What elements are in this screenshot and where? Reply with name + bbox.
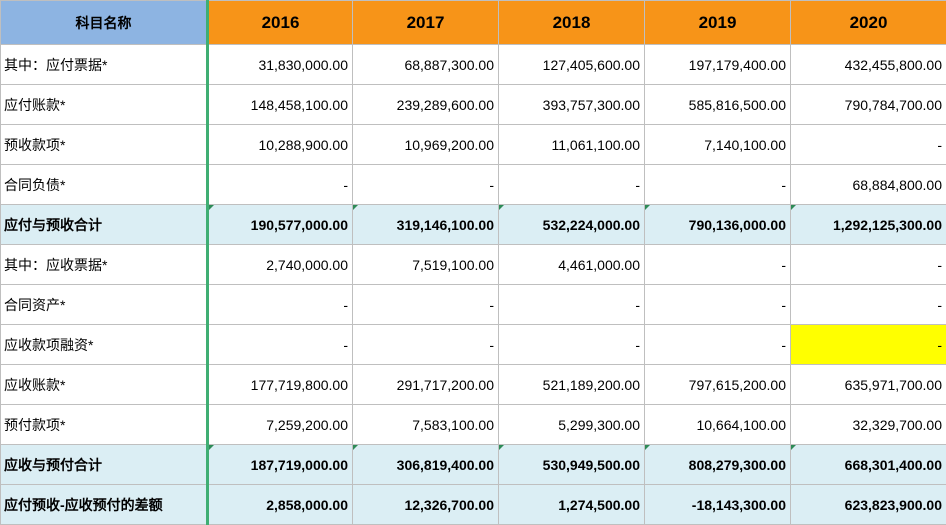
header-year-2018[interactable]: 2018: [498, 0, 645, 45]
header-year-2017[interactable]: 2017: [352, 0, 499, 45]
cell-value-2020[interactable]: -: [790, 324, 946, 365]
cell-value-2020[interactable]: 432,455,800.00: [790, 44, 946, 85]
cell-value-2018[interactable]: 393,757,300.00: [498, 84, 645, 125]
cell-value-2019[interactable]: -: [644, 324, 791, 365]
cell-value-2017[interactable]: 12,326,700.00: [352, 484, 499, 525]
table-row: 应收款项融资* - - - - -: [0, 324, 946, 365]
table-row: 应付预收-应收预付的差额 2,858,000.00 12,326,700.00 1,2…: [0, 484, 946, 525]
cell-value-2017[interactable]: 68,887,300.00: [352, 44, 499, 85]
cell-value-2019[interactable]: -18,143,300.00: [644, 484, 791, 525]
row-label[interactable]: 合同负债*: [0, 164, 209, 205]
cell-value-2019[interactable]: 7,140,100.00: [644, 124, 791, 165]
cell-value-2018[interactable]: 530,949,500.00: [498, 444, 645, 485]
row-label[interactable]: 应收账款*: [0, 364, 209, 405]
cell-value-2016[interactable]: 187,719,000.00: [207, 444, 353, 485]
cell-value-2019[interactable]: 797,615,200.00: [644, 364, 791, 405]
row-label[interactable]: 其中：应收票据*: [0, 244, 209, 285]
cell-value-2018[interactable]: -: [498, 324, 645, 365]
cell-value-2017[interactable]: 291,717,200.00: [352, 364, 499, 405]
table-body: 其中：应付票据* 31,830,000.00 68,887,300.00 127,40…: [0, 44, 946, 525]
table-row: 其中：应收票据* 2,740,000.00 7,519,100.00 4,461,00…: [0, 244, 946, 285]
row-label[interactable]: 其中：应付票据*: [0, 44, 209, 85]
cell-value-2020[interactable]: 1,292,125,300.00: [790, 204, 946, 245]
cell-value-2018[interactable]: 11,061,100.00: [498, 124, 645, 165]
cell-value-2020[interactable]: 32,329,700.00: [790, 404, 946, 445]
cell-value-2016[interactable]: 190,577,000.00: [207, 204, 353, 245]
header-row: 科目名称 2016 2017 2018 2019 2020: [0, 0, 946, 45]
cell-value-2019[interactable]: 790,136,000.00: [644, 204, 791, 245]
cell-value-2019[interactable]: -: [644, 284, 791, 325]
cell-value-2019[interactable]: 197,179,400.00: [644, 44, 791, 85]
row-label[interactable]: 合同资产*: [0, 284, 209, 325]
cell-value-2019[interactable]: 808,279,300.00: [644, 444, 791, 485]
cell-value-2016[interactable]: 2,858,000.00: [207, 484, 353, 525]
header-year-2019[interactable]: 2019: [644, 0, 791, 45]
table-row: 应付账款* 148,458,100.00 239,289,600.00 393,757…: [0, 84, 946, 125]
cell-value-2020[interactable]: -: [790, 124, 946, 165]
cell-value-2017[interactable]: 7,583,100.00: [352, 404, 499, 445]
row-label[interactable]: 应付预收-应收预付的差额: [0, 484, 209, 525]
table-row: 应收账款* 177,719,800.00 291,717,200.00 521,189…: [0, 364, 946, 405]
cell-value-2016[interactable]: 31,830,000.00: [207, 44, 353, 85]
table-row: 合同资产* - - - - -: [0, 284, 946, 325]
table-header: 科目名称 2016 2017 2018 2019 2020: [0, 0, 946, 45]
cell-value-2016[interactable]: 10,288,900.00: [207, 124, 353, 165]
cell-value-2018[interactable]: -: [498, 164, 645, 205]
cell-value-2020[interactable]: -: [790, 284, 946, 325]
cell-value-2017[interactable]: -: [352, 284, 499, 325]
cell-value-2017[interactable]: 239,289,600.00: [352, 84, 499, 125]
cell-value-2018[interactable]: 5,299,300.00: [498, 404, 645, 445]
cell-value-2018[interactable]: -: [498, 284, 645, 325]
cell-value-2017[interactable]: -: [352, 164, 499, 205]
header-year-2016[interactable]: 2016: [207, 0, 353, 45]
cell-value-2020[interactable]: -: [790, 244, 946, 285]
cell-value-2020[interactable]: 668,301,400.00: [790, 444, 946, 485]
cell-value-2017[interactable]: 319,146,100.00: [352, 204, 499, 245]
header-year-2020[interactable]: 2020: [790, 0, 946, 45]
row-label[interactable]: 应收款项融资*: [0, 324, 209, 365]
cell-value-2018[interactable]: 521,189,200.00: [498, 364, 645, 405]
cell-value-2017[interactable]: 306,819,400.00: [352, 444, 499, 485]
cell-value-2019[interactable]: 585,816,500.00: [644, 84, 791, 125]
table-row: 应付与预收合计 190,577,000.00 319,146,100.00 532,2…: [0, 204, 946, 245]
cell-value-2017[interactable]: 7,519,100.00: [352, 244, 499, 285]
cell-value-2016[interactable]: -: [207, 164, 353, 205]
cell-value-2018[interactable]: 1,274,500.00: [498, 484, 645, 525]
cell-value-2016[interactable]: 7,259,200.00: [207, 404, 353, 445]
cell-value-2016[interactable]: 2,740,000.00: [207, 244, 353, 285]
cell-value-2019[interactable]: -: [644, 164, 791, 205]
row-label[interactable]: 应付与预收合计: [0, 204, 209, 245]
cell-value-2019[interactable]: -: [644, 244, 791, 285]
cell-value-2018[interactable]: 4,461,000.00: [498, 244, 645, 285]
row-label[interactable]: 应付账款*: [0, 84, 209, 125]
cell-value-2018[interactable]: 532,224,000.00: [498, 204, 645, 245]
table-row: 其中：应付票据* 31,830,000.00 68,887,300.00 127,40…: [0, 44, 946, 85]
row-label[interactable]: 预付款项*: [0, 404, 209, 445]
cell-value-2019[interactable]: 10,664,100.00: [644, 404, 791, 445]
cell-value-2018[interactable]: 127,405,600.00: [498, 44, 645, 85]
cell-value-2017[interactable]: -: [352, 324, 499, 365]
header-name-col[interactable]: 科目名称: [0, 0, 209, 45]
cell-value-2016[interactable]: -: [207, 284, 353, 325]
cell-value-2020[interactable]: 635,971,700.00: [790, 364, 946, 405]
table-row: 预付款项* 7,259,200.00 7,583,100.00 5,299,300.0…: [0, 404, 946, 445]
cell-value-2016[interactable]: -: [207, 324, 353, 365]
cell-value-2020[interactable]: 790,784,700.00: [790, 84, 946, 125]
cell-value-2020[interactable]: 623,823,900.00: [790, 484, 946, 525]
table-row: 预收款项* 10,288,900.00 10,969,200.00 11,061,10…: [0, 124, 946, 165]
cell-value-2016[interactable]: 148,458,100.00: [207, 84, 353, 125]
row-label[interactable]: 应收与预付合计: [0, 444, 209, 485]
table-row: 合同负债* - - - -68,884,800.00: [0, 164, 946, 205]
table-row: 应收与预付合计 187,719,000.00 306,819,400.00 530,9…: [0, 444, 946, 485]
cell-value-2016[interactable]: 177,719,800.00: [207, 364, 353, 405]
cell-value-2020[interactable]: 68,884,800.00: [790, 164, 946, 205]
row-label[interactable]: 预收款项*: [0, 124, 209, 165]
cell-value-2017[interactable]: 10,969,200.00: [352, 124, 499, 165]
